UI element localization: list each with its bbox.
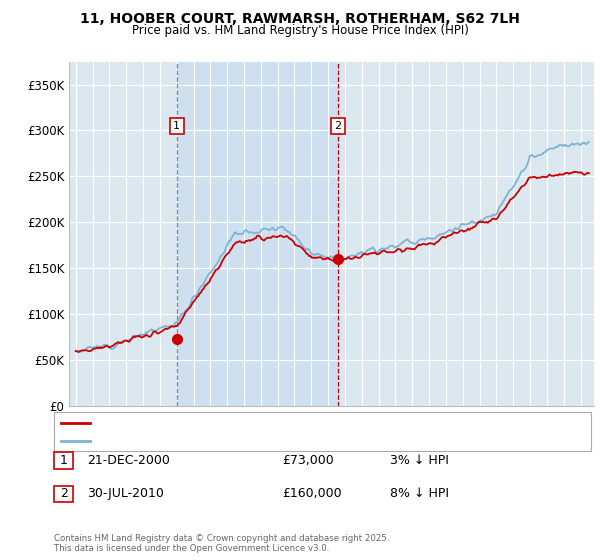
- Text: HPI: Average price, detached house, Rotherham: HPI: Average price, detached house, Roth…: [95, 436, 345, 446]
- Text: 1: 1: [173, 121, 180, 131]
- HPI: Average price, detached house, Rotherham: (2e+03, 8.65e+04): Average price, detached house, Rotherham…: [161, 323, 168, 330]
- Text: 11, HOOBER COURT, RAWMARSH, ROTHERHAM, S62 7LH: 11, HOOBER COURT, RAWMARSH, ROTHERHAM, S…: [80, 12, 520, 26]
- 11, HOOBER COURT, RAWMARSH, ROTHERHAM, S62 7LH (detached house): [425, 240, 432, 247]
- Text: 1: 1: [59, 454, 68, 467]
- HPI: Average price, detached house, Rotherham: (2.01e+03, 1.63e+05): Average price, detached house, Rotherham…: [350, 253, 358, 259]
- Text: 8% ↓ HPI: 8% ↓ HPI: [390, 487, 449, 501]
- Line: HPI: Average price, detached house, Rotherham: HPI: Average price, detached house, Roth…: [76, 142, 589, 352]
- 11, HOOBER COURT, RAWMARSH, ROTHERHAM, S62 7LH (detached house): [179, 315, 186, 321]
- 11, HOOBER COURT, RAWMARSH, ROTHERHAM, S62 7LH (detached house): [72, 348, 79, 354]
- Text: 11, HOOBER COURT, RAWMARSH, ROTHERHAM, S62 7LH (detached house): 11, HOOBER COURT, RAWMARSH, ROTHERHAM, S…: [95, 418, 484, 428]
- Text: 30-JUL-2010: 30-JUL-2010: [87, 487, 164, 501]
- Text: 2: 2: [334, 121, 341, 131]
- Text: Price paid vs. HM Land Registry's House Price Index (HPI): Price paid vs. HM Land Registry's House …: [131, 24, 469, 37]
- HPI: Average price, detached house, Rotherham: (2e+03, 5.98e+04): Average price, detached house, Rotherham…: [72, 348, 79, 354]
- 11, HOOBER COURT, RAWMARSH, ROTHERHAM, S62 7LH (detached house): [75, 349, 82, 356]
- HPI: Average price, detached house, Rotherham: (2e+03, 7.12e+04): Average price, detached house, Rotherham…: [124, 337, 131, 344]
- 11, HOOBER COURT, RAWMARSH, ROTHERHAM, S62 7LH (detached house): [124, 338, 131, 344]
- Line: 11, HOOBER COURT, RAWMARSH, ROTHERHAM, S62 7LH (detached house): 11, HOOBER COURT, RAWMARSH, ROTHERHAM, S…: [76, 172, 589, 352]
- HPI: Average price, detached house, Rotherham: (2e+03, 1.01e+05): Average price, detached house, Rotherham…: [179, 310, 186, 317]
- Bar: [176, 62, 338, 406]
- 11, HOOBER COURT, RAWMARSH, ROTHERHAM, S62 7LH (detached house): [453, 230, 460, 236]
- 11, HOOBER COURT, RAWMARSH, ROTHERHAM, S62 7LH (detached house): [161, 326, 168, 333]
- HPI: Average price, detached house, Rotherham: (2.02e+03, 1.93e+05): Average price, detached house, Rotherham…: [453, 225, 460, 232]
- HPI: Average price, detached house, Rotherham: (2e+03, 5.87e+04): Average price, detached house, Rotherham…: [75, 349, 82, 356]
- Text: £73,000: £73,000: [282, 454, 334, 467]
- Text: 3% ↓ HPI: 3% ↓ HPI: [390, 454, 449, 467]
- HPI: Average price, detached house, Rotherham: (2.03e+03, 2.87e+05): Average price, detached house, Rotherham…: [586, 139, 593, 146]
- Text: 21-DEC-2000: 21-DEC-2000: [87, 454, 170, 467]
- HPI: Average price, detached house, Rotherham: (2.02e+03, 1.83e+05): Average price, detached house, Rotherham…: [425, 235, 432, 241]
- Text: 2: 2: [59, 487, 68, 501]
- Text: £160,000: £160,000: [282, 487, 341, 501]
- Text: Contains HM Land Registry data © Crown copyright and database right 2025.
This d: Contains HM Land Registry data © Crown c…: [54, 534, 389, 553]
- 11, HOOBER COURT, RAWMARSH, ROTHERHAM, S62 7LH (detached house): [350, 254, 358, 261]
- 11, HOOBER COURT, RAWMARSH, ROTHERHAM, S62 7LH (detached house): [571, 169, 578, 175]
- 11, HOOBER COURT, RAWMARSH, ROTHERHAM, S62 7LH (detached house): [586, 170, 593, 176]
